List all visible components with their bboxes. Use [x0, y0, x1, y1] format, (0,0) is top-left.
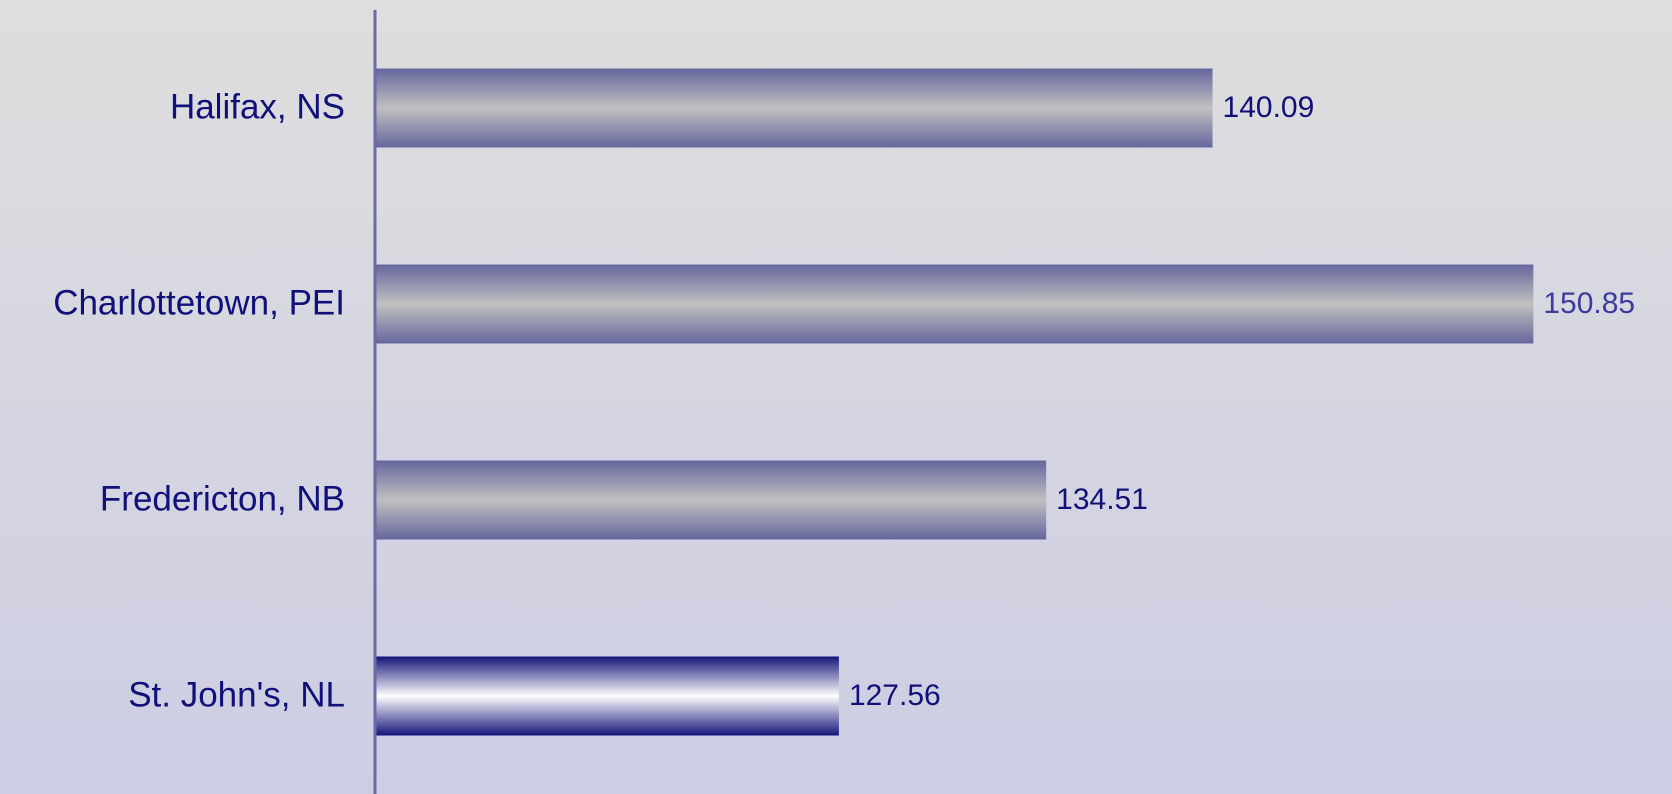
bar [375, 264, 1534, 344]
value-label: 134.51 [1056, 483, 1148, 516]
value-label: 127.56 [849, 679, 941, 712]
value-label: 150.85 [1543, 287, 1635, 320]
category-label: Charlottetown, PEI [53, 283, 345, 322]
bar [375, 460, 1047, 540]
value-label: 140.09 [1223, 91, 1315, 124]
bar [375, 68, 1213, 148]
bar [375, 656, 839, 736]
category-label: St. John's, NL [128, 675, 345, 714]
category-label: Halifax, NS [170, 87, 345, 126]
category-label: Fredericton, NB [100, 479, 345, 518]
